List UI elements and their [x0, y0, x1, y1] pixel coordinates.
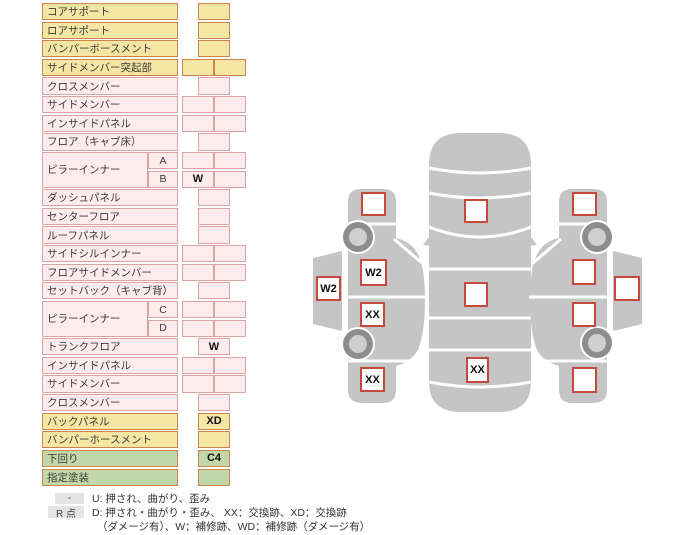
damage-code-cell — [182, 114, 214, 132]
damage-marker: XX — [360, 302, 385, 327]
damage-marker — [361, 192, 386, 216]
damage-code-cell — [214, 96, 246, 114]
damage-code-cell — [182, 263, 214, 281]
damage-marker: XX — [360, 367, 385, 392]
damage-code-cell — [182, 319, 214, 337]
damage-code-cell — [214, 319, 246, 337]
damage-code-cell — [198, 282, 230, 300]
damage-code-cell: C4 — [198, 449, 230, 468]
damage-code-cell — [214, 356, 246, 374]
part-sublabel: A — [148, 151, 178, 170]
wheel-icon — [341, 327, 375, 361]
part-label: 下回り — [42, 449, 178, 468]
damage-code-cell — [214, 58, 246, 77]
damage-marker: XX — [466, 357, 489, 383]
damage-marker — [572, 192, 597, 216]
damage-code-cell — [198, 21, 230, 39]
damage-code-cell — [214, 245, 246, 263]
damage-code-cell: W — [198, 338, 230, 356]
damage-code-cell — [198, 77, 230, 95]
legend-line-u: U: 押され、曲がり、歪み — [92, 493, 211, 505]
part-label: バンパーボースメント — [42, 40, 178, 58]
part-label: ダッシュパネル — [42, 189, 178, 207]
damage-code-cell — [214, 300, 246, 319]
car-side-view-left — [313, 189, 426, 403]
damage-code-cell — [198, 189, 230, 207]
car-top-view — [423, 133, 537, 412]
damage-marker: W2 — [316, 276, 341, 301]
damage-code-cell — [198, 133, 230, 151]
damage-marker — [464, 282, 488, 307]
damage-code-cell — [198, 226, 230, 244]
damage-marker — [572, 259, 596, 285]
damage-marker: W2 — [360, 259, 387, 286]
part-label: トランクフロア — [42, 338, 178, 356]
damage-code-cell — [214, 151, 246, 170]
part-label: ピラーインナー — [42, 300, 148, 337]
damage-code-cell — [182, 300, 214, 319]
part-label: ピラーインナー — [42, 151, 148, 188]
mirror-shape — [528, 233, 537, 246]
wheel-icon — [580, 220, 614, 254]
damage-marker — [464, 199, 488, 223]
part-label: サイドメンバー — [42, 375, 178, 393]
part-label: サイドシルインナー — [42, 245, 178, 263]
damage-code-cell — [182, 245, 214, 263]
damage-code-cell — [182, 58, 214, 77]
part-label: クロスメンバー — [42, 394, 178, 412]
part-label: クロスメンバー — [42, 77, 178, 95]
part-label: バンパーホースメント — [42, 431, 178, 449]
damage-code-cell — [198, 3, 230, 21]
damage-code-cell: XD — [198, 412, 230, 430]
legend-line-d2: （ダメージ有）、W：補修跡、WD：補修跡（ダメージ有） — [97, 521, 371, 533]
part-label: 指定塗装 — [42, 468, 178, 486]
damage-code-cell — [182, 151, 214, 170]
legend-line-d: D: 押され・曲がり・歪み、 XX：交換跡、XD：交換跡 — [92, 507, 347, 519]
part-sublabel: B — [148, 170, 178, 188]
wheel-icon — [341, 220, 375, 254]
damage-code-cell — [214, 114, 246, 132]
damage-marker — [572, 367, 597, 393]
part-label: ロアサポート — [42, 21, 178, 39]
part-label: サイドメンバー突起部 — [42, 58, 178, 77]
damage-code-cell — [182, 96, 214, 114]
part-label: ルーフパネル — [42, 226, 178, 244]
damage-code-cell — [198, 431, 230, 449]
part-sublabel: D — [148, 319, 178, 337]
legend-key-dash: - — [55, 493, 84, 504]
part-label: インサイドパネル — [42, 356, 178, 374]
damage-code-cell — [182, 356, 214, 374]
damage-code-cell — [198, 40, 230, 58]
part-label: サイドメンバー — [42, 96, 178, 114]
damage-code-cell — [214, 375, 246, 393]
part-label: コアサポート — [42, 3, 178, 21]
damage-code-cell — [214, 170, 246, 188]
part-label: バックパネル — [42, 412, 178, 430]
damage-code-cell: W — [182, 170, 214, 188]
part-label: フロア（キャブ床） — [42, 133, 178, 151]
damage-marker — [572, 302, 596, 327]
car-body-shape — [429, 133, 531, 412]
part-sublabel: C — [148, 300, 178, 319]
part-label: センターフロア — [42, 207, 178, 225]
damage-code-cell — [198, 468, 230, 486]
mirror-shape — [423, 233, 432, 246]
wheel-icon — [580, 326, 614, 360]
part-label: セットバック（キャブ背） — [42, 282, 178, 300]
damage-code-cell — [182, 375, 214, 393]
damage-code-cell — [198, 394, 230, 412]
part-label: インサイドパネル — [42, 114, 178, 132]
damage-marker — [614, 276, 640, 301]
part-label: フロアサイドメンバー — [42, 263, 178, 281]
damage-code-cell — [198, 207, 230, 225]
damage-code-cell — [214, 263, 246, 281]
legend-key-rpoint: R 点 — [48, 506, 84, 520]
